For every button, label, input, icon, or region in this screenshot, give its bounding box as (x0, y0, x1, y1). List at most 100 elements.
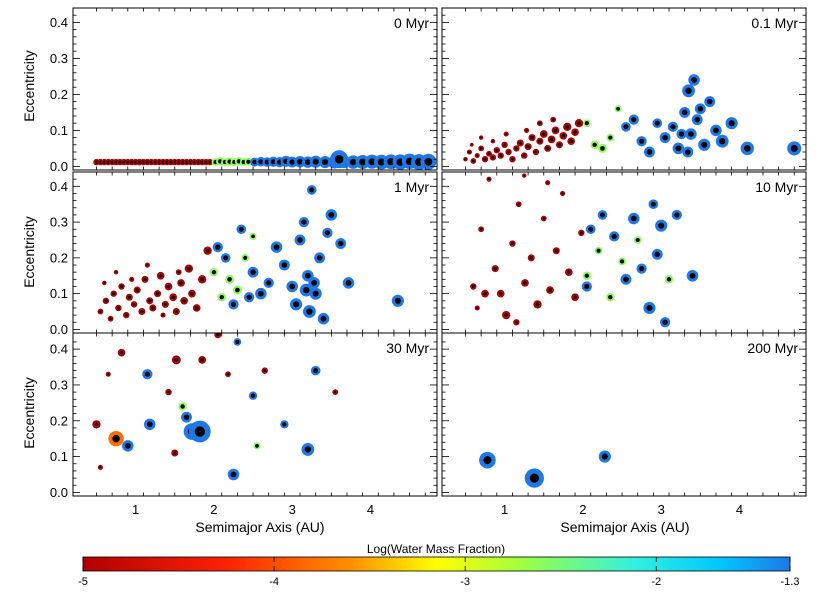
body-core (227, 277, 232, 282)
panel-time-label: 0.1 Myr (751, 15, 798, 31)
panel-2: 0.0 0.1 0.2 0.3 0.4 1 Myr (50, 171, 438, 337)
body-core (654, 251, 661, 258)
body-core (517, 202, 521, 206)
body-core (511, 242, 514, 245)
body-core (289, 159, 295, 165)
body-core (158, 274, 163, 278)
body-core (145, 160, 149, 164)
body-core (130, 278, 133, 281)
x-axis-label-right: Semimajor Axis (AU) (560, 519, 689, 535)
body-core (208, 160, 212, 164)
x-axis-label-left: Semimajor Axis (AU) (195, 519, 324, 535)
body-core (548, 288, 552, 292)
colorbar-title: Log(Water Mass Fraction) (367, 542, 505, 556)
body-core (177, 160, 181, 164)
panel-frame (72, 332, 438, 497)
body-core (246, 294, 252, 300)
body-core (546, 181, 549, 184)
body-core (639, 138, 645, 144)
body-core (281, 262, 288, 268)
body-core (320, 315, 327, 322)
body-core (293, 301, 300, 308)
body-core (204, 160, 208, 164)
body-core (186, 266, 191, 271)
body-core (523, 174, 526, 177)
body-core (511, 157, 514, 161)
body-core (479, 147, 483, 150)
body-core (282, 422, 287, 427)
body-core (630, 215, 637, 222)
body-core (140, 309, 144, 314)
body-core (194, 426, 206, 437)
body-core (167, 390, 170, 394)
x-tick-label: 3 (658, 502, 665, 517)
x-tick-label: 2 (210, 502, 217, 517)
y-tick-label: 0.1 (50, 286, 68, 301)
panel-time-label: 0 Myr (394, 15, 429, 31)
body-core (250, 269, 256, 275)
body-core (706, 98, 713, 105)
body-core (161, 313, 165, 317)
body-core (200, 277, 205, 282)
body-core (328, 212, 335, 218)
body-core (526, 145, 530, 149)
body-core (491, 140, 494, 143)
body-core (226, 372, 230, 376)
body-core (110, 160, 114, 164)
body-core (333, 390, 337, 394)
body-core (662, 134, 668, 141)
body-core (205, 248, 210, 253)
body-core (102, 160, 106, 164)
body-core (483, 157, 487, 161)
body-core (235, 339, 240, 344)
body-core (483, 456, 492, 465)
y-tick-label: 0.4 (50, 15, 68, 30)
body-core (646, 304, 653, 311)
panel-frame (72, 171, 438, 334)
body-core (577, 121, 581, 126)
body-core (691, 77, 697, 83)
body-core (138, 160, 141, 164)
body-core (476, 154, 479, 157)
y-tick-label: 0.3 (50, 51, 68, 66)
body-core (251, 234, 255, 239)
body-core (470, 143, 473, 146)
body-core (611, 233, 617, 240)
body-core (211, 270, 217, 275)
body-core (551, 118, 555, 121)
body-core (124, 442, 131, 449)
body-core (196, 160, 200, 164)
body-core (535, 302, 540, 307)
panel-1: 0.1 Myr (441, 7, 807, 171)
body-core (200, 160, 204, 164)
body-core (394, 297, 401, 304)
body-core (557, 143, 562, 147)
body-core (487, 152, 491, 156)
body-core (697, 106, 704, 112)
body-core (685, 87, 692, 94)
panel-frame (441, 171, 807, 334)
body-core (646, 149, 653, 155)
body-core (116, 306, 120, 310)
body-core (134, 160, 138, 164)
body-core (565, 124, 570, 129)
body-core (246, 159, 251, 164)
panel-points (470, 173, 699, 328)
colorbar (82, 556, 791, 572)
body-core (155, 292, 160, 296)
panel-5: 1 2 3 4 200 Myr (441, 332, 807, 517)
body-core (688, 131, 694, 137)
body-core (263, 369, 267, 373)
panel-points (97, 185, 404, 325)
body-core (120, 285, 123, 288)
body-core (713, 127, 719, 134)
body-core (250, 393, 256, 398)
body-core (493, 267, 497, 271)
y-tick-label: 0.4 (50, 342, 68, 357)
body-core (163, 302, 167, 306)
body-core (304, 272, 311, 279)
body-core (592, 142, 597, 147)
body-core (142, 160, 145, 164)
body-core (148, 299, 152, 303)
body-core (719, 138, 726, 145)
